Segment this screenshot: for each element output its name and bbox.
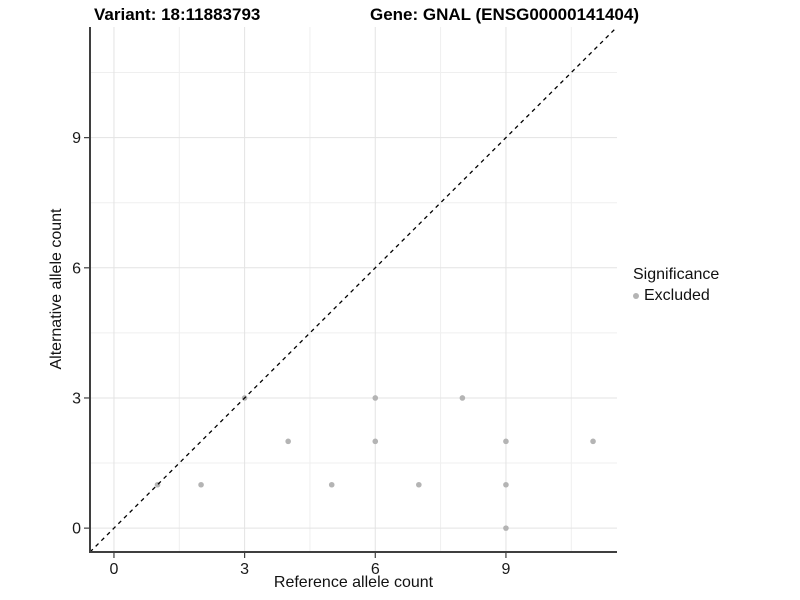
data-point [372,438,379,445]
x-tick-label: 0 [110,561,119,578]
y-axis-label: Alternative allele count [48,208,65,370]
x-tick-label: 3 [240,561,249,578]
legend-item-excluded: Excluded [633,287,719,305]
data-point [503,525,509,531]
legend-item-label: Excluded [644,287,710,304]
data-point [503,481,509,488]
y-tick-label: 9 [72,130,81,147]
data-point [372,395,379,401]
data-point [590,438,596,445]
y-tick-label: 0 [72,521,81,538]
x-axis-label: Reference allele count [273,574,434,591]
legend-title: Significance [633,266,720,283]
identity-line [89,26,618,553]
y-tick-label: 6 [72,260,81,277]
legend: Significance Excluded [633,266,719,305]
data-point [328,481,335,488]
data-point [285,438,291,445]
gene-title: Gene: GNAL (ENSG00000141404) [370,5,639,24]
data-point [416,481,422,488]
x-tick-label: 9 [501,561,510,578]
data-point [198,481,204,488]
excluded-point-icon [633,293,639,299]
x-tick-label: 6 [371,561,380,578]
variant-title: Variant: 18:11883793 [94,5,261,24]
data-point [503,438,509,445]
data-point [459,395,466,401]
y-tick-label: 3 [72,390,81,407]
